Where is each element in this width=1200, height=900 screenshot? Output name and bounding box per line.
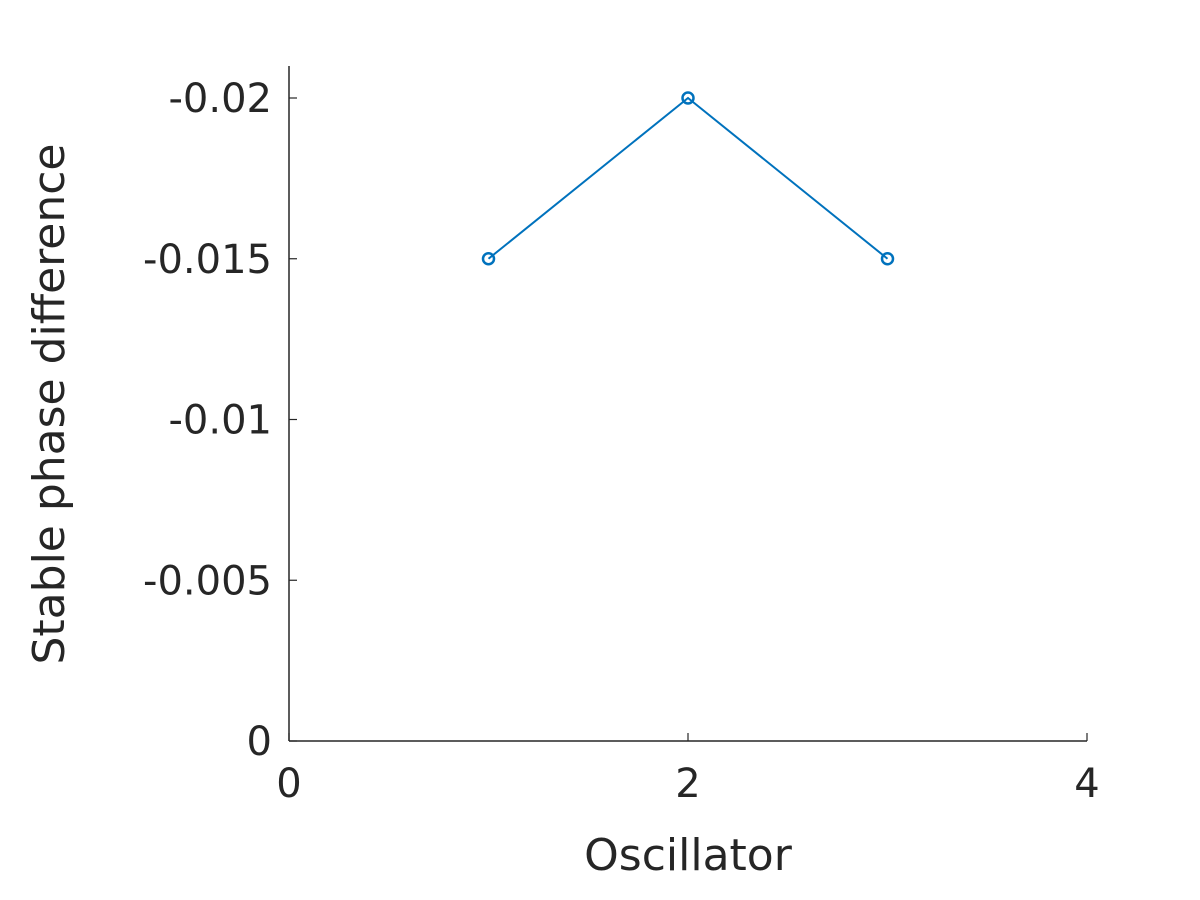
- x-axis-title: Oscillator: [584, 830, 793, 881]
- data-series: [481, 91, 895, 266]
- data-point: [481, 252, 496, 266]
- y-axis-title: Stable phase difference: [24, 144, 75, 665]
- x-tick-label: 4: [1074, 761, 1099, 807]
- y-tick-label: -0.01: [169, 398, 273, 444]
- y-tick-label: -0.005: [143, 558, 272, 604]
- series-line: [487, 96, 889, 260]
- y-tick-label: -0.02: [169, 76, 273, 122]
- y-tick-label: -0.015: [143, 237, 272, 283]
- axes: [288, 66, 1087, 742]
- x-tick-label: 0: [276, 761, 301, 807]
- data-point: [681, 91, 695, 105]
- tick-labels: 0 2 4 0 -0.005 -0.01 -0.015 -0.02: [143, 76, 1100, 807]
- data-point: [880, 252, 895, 266]
- y-tick-label: 0: [247, 719, 272, 765]
- x-tick-label: 2: [675, 761, 700, 807]
